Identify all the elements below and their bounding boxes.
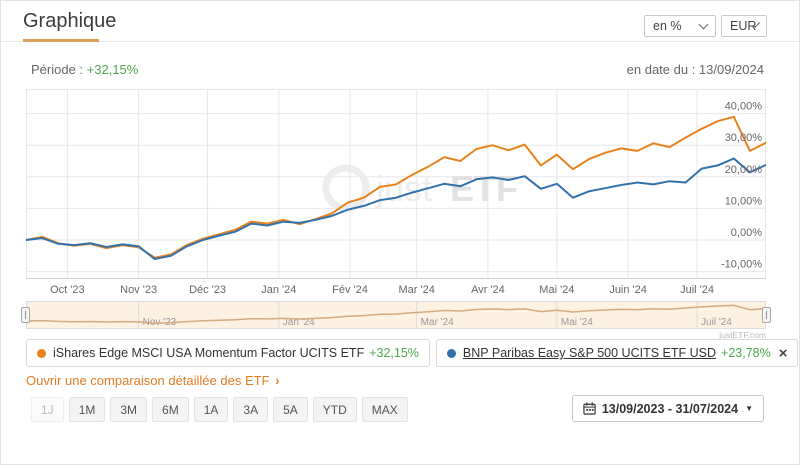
- chart-legend: iShares Edge MSCI USA Momentum Factor UC…: [26, 339, 799, 367]
- navigator-right-handle[interactable]: [762, 307, 771, 323]
- svg-text:just: just: [375, 168, 432, 209]
- currency-select[interactable]: EUR: [721, 15, 767, 37]
- main-chart-svg: just ETF 40,00% 30,00% 20,00% 10,00% 0,00% -10,…: [25, 89, 767, 296]
- dropdown-arrow-icon: ▼: [745, 404, 753, 413]
- svg-text:-10,00%: -10,00%: [721, 259, 762, 271]
- range-button-max[interactable]: MAX: [361, 397, 408, 422]
- navigator-svg: Nov '23 Jan '24 Mar '24 Mai '24 Juil '24: [25, 301, 767, 329]
- range-button-ytd[interactable]: YTD: [312, 397, 357, 422]
- svg-text:Fév '24: Fév '24: [332, 284, 368, 296]
- range-button-3a[interactable]: 3A: [233, 397, 269, 422]
- svg-text:Nov '23: Nov '23: [120, 284, 157, 296]
- remove-series-icon[interactable]: ×: [778, 344, 788, 362]
- range-button-3m[interactable]: 3M: [110, 397, 148, 422]
- as-of-value: 13/09/2024: [698, 62, 764, 77]
- svg-text:Mar '24: Mar '24: [399, 284, 435, 296]
- display-mode-value: en %: [653, 19, 682, 33]
- svg-text:0,00%: 0,00%: [731, 227, 762, 239]
- title-accent-underline: [23, 39, 99, 42]
- svg-text:Déc '23: Déc '23: [189, 284, 226, 296]
- display-mode-select[interactable]: en %: [644, 15, 716, 37]
- currency-value: EUR: [730, 19, 757, 33]
- svg-text:10,00%: 10,00%: [725, 195, 763, 207]
- range-navigator[interactable]: Nov '23 Jan '24 Mar '24 Mai '24 Juil '24: [21, 301, 771, 329]
- as-of-label: en date du :: [626, 62, 699, 77]
- range-button-1j[interactable]: 1J: [31, 397, 64, 422]
- svg-text:Avr '24: Avr '24: [471, 284, 505, 296]
- series-color-dot: [37, 348, 46, 358]
- main-chart[interactable]: just ETF 40,00% 30,00% 20,00% 10,00% 0,00% -10,…: [25, 89, 767, 301]
- chevron-down-icon: [698, 19, 709, 30]
- date-range-picker[interactable]: 13/09/2023 - 31/07/2024 ▼: [571, 395, 764, 422]
- svg-text:Jan '24: Jan '24: [261, 284, 296, 296]
- detailed-comparison-link[interactable]: Ouvrir une comparaison détaillée des ETF…: [26, 373, 279, 388]
- period-return: Période : +32,15%: [31, 62, 138, 77]
- range-button-1m[interactable]: 1M: [68, 397, 106, 422]
- legend-item-ishares[interactable]: iShares Edge MSCI USA Momentum Factor UC…: [26, 339, 430, 367]
- chart-display-controls: en % EUR: [644, 15, 767, 37]
- page-title: Graphique: [23, 10, 117, 32]
- date-range-value: 13/09/2023 - 31/07/2024: [601, 401, 739, 416]
- svg-text:Juil '24: Juil '24: [701, 317, 732, 328]
- series-color-dot: [446, 348, 456, 358]
- etf-name: iShares Edge MSCI USA Momentum Factor UC…: [53, 346, 365, 360]
- svg-text:40,00%: 40,00%: [725, 101, 763, 113]
- svg-text:Jan '24: Jan '24: [283, 317, 315, 328]
- chart-subheader: Période : +32,15% en date du : 13/09/202…: [31, 62, 764, 77]
- svg-text:Mar '24: Mar '24: [421, 317, 454, 328]
- range-button-6m[interactable]: 6M: [152, 397, 189, 422]
- legend-item-bnp[interactable]: BNP Paribas Easy S&P 500 UCITS ETF USD +…: [435, 339, 799, 367]
- detailed-comparison-label: Ouvrir une comparaison détaillée des ETF: [26, 373, 270, 388]
- etf-return: +32,15%: [369, 346, 419, 360]
- svg-text:Mai '24: Mai '24: [539, 284, 574, 296]
- range-button-5a[interactable]: 5A: [273, 397, 308, 422]
- svg-text:Juin '24: Juin '24: [609, 284, 647, 296]
- etf-name-link[interactable]: BNP Paribas Easy S&P 500 UCITS ETF USD: [462, 346, 717, 360]
- card-header: Graphique en % EUR: [1, 1, 799, 42]
- calendar-icon: [583, 402, 596, 415]
- svg-text:ETF: ETF: [450, 168, 518, 209]
- watermark: just ETF: [322, 164, 518, 212]
- navigator-left-handle[interactable]: [21, 307, 30, 323]
- svg-text:20,00%: 20,00%: [725, 164, 763, 176]
- svg-text:Juil '24: Juil '24: [680, 284, 714, 296]
- period-value: +32,15%: [86, 62, 139, 77]
- as-of-date: en date du : 13/09/2024: [627, 62, 764, 77]
- range-button-1a[interactable]: 1A: [193, 397, 229, 422]
- etf-return: +23,78%: [721, 346, 771, 360]
- brand-credit: justETF.com: [719, 330, 766, 340]
- svg-text:Mai '24: Mai '24: [561, 317, 593, 328]
- period-label: Période :: [31, 62, 87, 77]
- svg-text:30,00%: 30,00%: [725, 132, 763, 144]
- svg-text:Oct '23: Oct '23: [50, 284, 85, 296]
- chevron-right-icon: ›: [275, 373, 280, 388]
- range-buttons: 1J 1M 3M 6M 1A 3A 5A YTD MAX: [31, 397, 408, 422]
